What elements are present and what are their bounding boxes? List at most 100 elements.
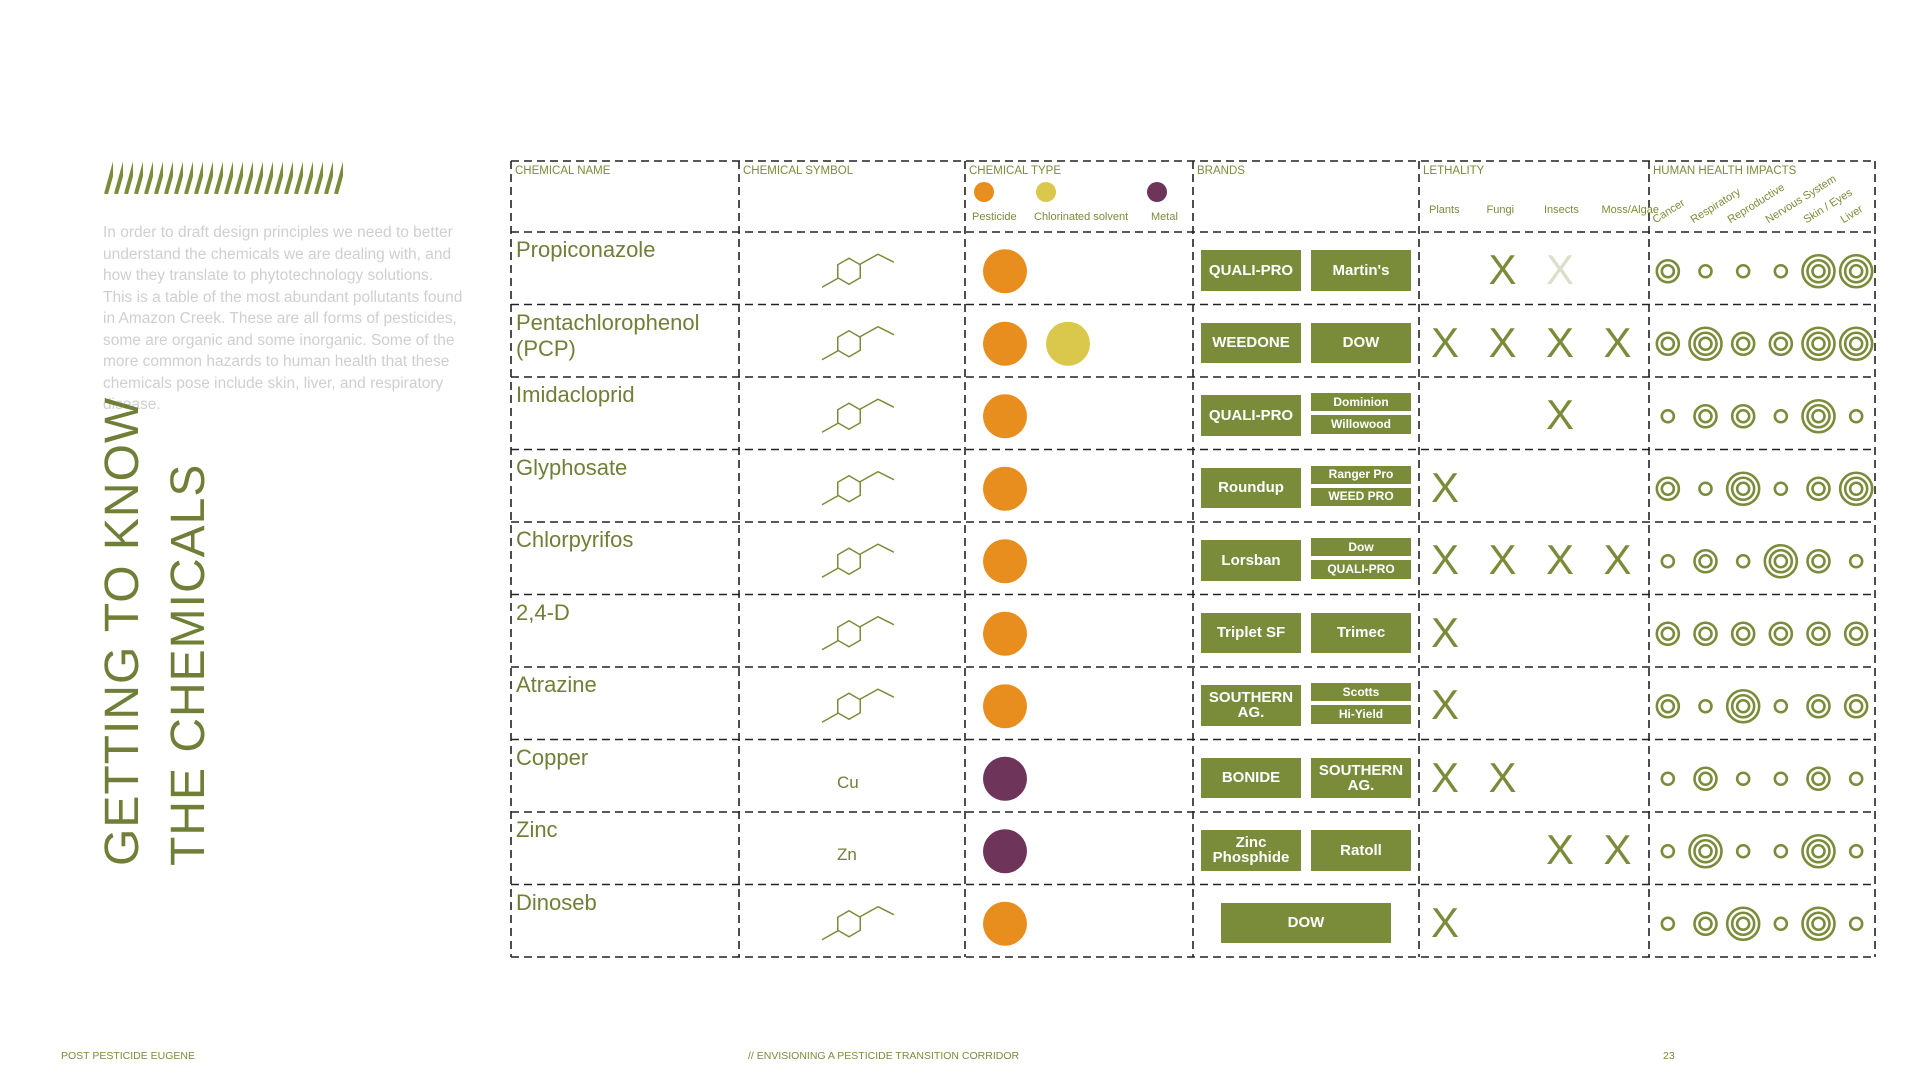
ring [1801, 906, 1836, 942]
chemical-name: Glyphosate [516, 454, 628, 480]
ring [1735, 481, 1751, 497]
brand-logo: DOW [1311, 322, 1411, 363]
ring [1806, 548, 1831, 574]
health-rings [1773, 771, 1789, 787]
ring [1693, 911, 1718, 937]
health-rings [1773, 843, 1789, 859]
chemical-symbol: Cu [837, 772, 859, 792]
footer-left: POST PESTICIDE EUGENE [61, 1050, 196, 1062]
ring [1773, 263, 1789, 279]
brand-logo: Willowood [1311, 415, 1411, 434]
ring [1843, 476, 1869, 502]
ring [1698, 698, 1713, 714]
lethality-mark: X [1488, 318, 1517, 366]
ring [1773, 626, 1789, 642]
ring [1806, 331, 1831, 357]
health-rings [1843, 621, 1869, 647]
lethality-mark: X [1603, 536, 1632, 584]
brand-logo: Scotts [1311, 683, 1411, 702]
lethality-mark: X [1431, 681, 1460, 729]
ring [1768, 548, 1794, 574]
ring [1806, 621, 1831, 647]
structure-bond [821, 615, 895, 651]
ring [1660, 843, 1676, 859]
health-rings [1735, 771, 1751, 787]
ring [1655, 331, 1681, 357]
health-rings [1725, 471, 1761, 507]
health-rings [1763, 543, 1799, 579]
chemical-name: Propiconazole [516, 237, 656, 262]
health-rings [1806, 766, 1831, 792]
ring [1698, 553, 1713, 569]
ring [1660, 481, 1676, 497]
structure-bond [821, 398, 895, 433]
type-dot [983, 829, 1027, 874]
ring [1660, 916, 1676, 932]
ring [1655, 621, 1681, 647]
lethality-mark: X [1488, 753, 1517, 801]
health-rings [1801, 398, 1836, 434]
lethality-label: Fungi [1486, 204, 1515, 216]
ring [1693, 838, 1718, 864]
ring [1806, 766, 1831, 792]
chemical-symbol: Zn [837, 845, 857, 865]
ring [1843, 258, 1869, 284]
brand-logo: BONIDE [1201, 757, 1301, 798]
ring [1811, 771, 1826, 787]
health-rings [1773, 263, 1789, 279]
ring [1693, 548, 1718, 574]
ring [1735, 553, 1751, 569]
brand-logo: Ratoll [1311, 830, 1411, 871]
type-legend-label: Metal [1151, 211, 1178, 223]
health-rings [1730, 403, 1756, 429]
lethality-mark: X [1431, 898, 1460, 946]
ring [1698, 843, 1713, 859]
ring [1811, 263, 1826, 279]
type-dot [983, 394, 1027, 439]
ring [1660, 698, 1676, 714]
health-rings [1698, 481, 1713, 497]
column-header: CHEMICAL NAME [515, 165, 611, 177]
health-rings [1698, 698, 1713, 714]
ring [1735, 408, 1751, 424]
ring [1688, 833, 1723, 869]
structure-ring [836, 257, 862, 286]
ring [1811, 336, 1826, 352]
structure-ring [836, 909, 862, 938]
ring [1693, 621, 1718, 647]
structure-ring [836, 402, 862, 431]
ring [1660, 263, 1676, 279]
ring [1730, 476, 1756, 502]
ring [1848, 771, 1864, 787]
ring [1806, 403, 1831, 429]
ring [1801, 326, 1836, 362]
brand-logo: Dow [1311, 538, 1411, 557]
health-rings [1838, 471, 1874, 507]
type-dot [983, 321, 1027, 366]
ring [1730, 403, 1756, 429]
health-rings [1725, 688, 1761, 724]
chemical-name: Pentachlorophenol (PCP) [516, 309, 700, 361]
ring [1655, 476, 1681, 502]
ring [1735, 916, 1751, 932]
lethality-mark: X [1546, 246, 1575, 294]
ring [1801, 398, 1836, 434]
brand-logo: QUALI-PRO [1201, 250, 1301, 291]
ring [1773, 336, 1789, 352]
health-rings [1801, 906, 1836, 942]
structure-bond [821, 253, 895, 288]
health-rings [1801, 326, 1836, 362]
health-rings [1801, 253, 1836, 289]
health-rings [1655, 476, 1681, 502]
ring [1811, 843, 1826, 859]
structure-ring [836, 329, 862, 358]
health-rings [1806, 476, 1831, 502]
lethality-mark: X [1546, 536, 1575, 584]
lethality-mark: X [1431, 318, 1460, 366]
type-legend-label: Chlorinated solvent [1034, 211, 1129, 223]
ring [1848, 843, 1864, 859]
type-dot [983, 466, 1027, 511]
ring [1773, 553, 1789, 569]
health-rings [1693, 911, 1718, 937]
ring [1735, 336, 1751, 352]
